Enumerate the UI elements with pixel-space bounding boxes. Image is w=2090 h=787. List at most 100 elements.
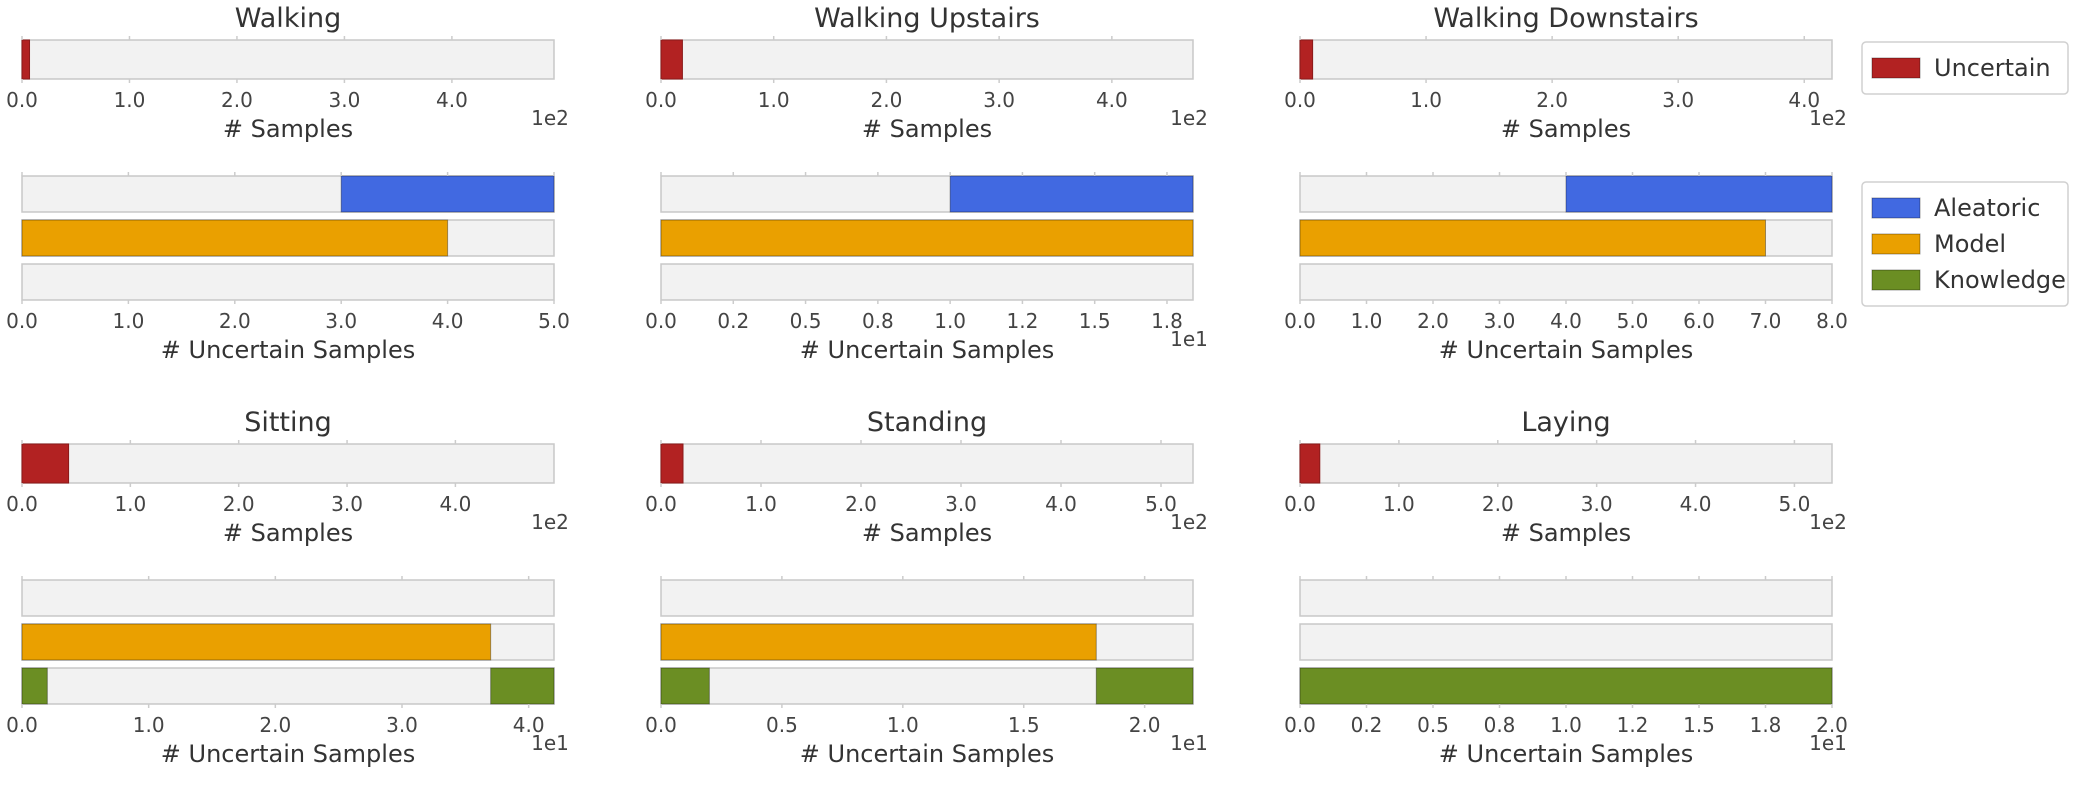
uncertain-tick-label: 3.0 xyxy=(325,309,357,333)
uncertain-scale-label-laying: 1e1 xyxy=(1809,731,1847,755)
uncertain-tick-label: 0.0 xyxy=(645,309,677,333)
uncertain-tick-label: 2.0 xyxy=(1816,713,1848,737)
samples-tick-label: 1.0 xyxy=(114,88,146,112)
samples-tick-label: 4.0 xyxy=(1680,492,1712,516)
samples-tick-label: 1.0 xyxy=(114,492,146,516)
uncertain-tick-label: 1.0 xyxy=(133,713,165,737)
uncertain-scale-label-standing: 1e1 xyxy=(1170,731,1208,755)
legend-label-knowledge: Knowledge xyxy=(1934,266,2066,294)
samples-tick-label: 1.0 xyxy=(758,88,790,112)
uncertain-tick-label: 0.2 xyxy=(1351,713,1383,737)
panel-title-walking: Walking xyxy=(235,3,341,34)
samples-tick-label: 2.0 xyxy=(845,492,877,516)
knowledge-bar-sitting-1 xyxy=(490,667,555,705)
samples-track-standing xyxy=(660,443,1194,484)
model-bar-walking-0 xyxy=(21,219,449,257)
uncertain-tick-label: 1.8 xyxy=(1151,309,1183,333)
samples-tick-label: 3.0 xyxy=(983,88,1015,112)
panel-walking-upstairs: Walking Upstairs 0.0 1.0 2.0 3.0 4.0 # Samples… xyxy=(645,3,1208,364)
uncertain-axis-label-walking: # Uncertain Samples xyxy=(161,336,415,364)
uncertain-bar-walking xyxy=(21,39,31,80)
samples-tick-label: 5.0 xyxy=(1779,492,1811,516)
knowledge-track-walking-upstairs xyxy=(660,263,1194,301)
uncertain-tick-label: 0.0 xyxy=(6,309,38,333)
uncertain-tick-label: 0.0 xyxy=(6,713,38,737)
uncertain-tick-label: 0.8 xyxy=(1484,713,1516,737)
knowledge-track-sitting xyxy=(21,667,555,705)
samples-tick-label: 3.0 xyxy=(329,88,361,112)
uncertain-scale-label-walking-upstairs: 1e1 xyxy=(1170,327,1208,351)
samples-tick-label: 2.0 xyxy=(223,492,255,516)
uncertain-tick-label: 7.0 xyxy=(1750,309,1782,333)
samples-tick-label: 3.0 xyxy=(945,492,977,516)
panel-title-standing: Standing xyxy=(867,407,987,438)
knowledge-bar-standing-0 xyxy=(660,667,710,705)
uncertain-tick-label: 1.5 xyxy=(1008,713,1040,737)
aleatoric-bar-walking-upstairs-0 xyxy=(949,175,1194,213)
uncertain-tick-label: 1.5 xyxy=(1079,309,1111,333)
uncertain-bar-walking-downstairs xyxy=(1299,39,1314,80)
panel-walking: Walking 0.0 1.0 2.0 3.0 4.0 # Samples 1e2 0.0 1.0… xyxy=(6,3,570,364)
samples-scale-label-walking-upstairs: 1e2 xyxy=(1170,106,1208,130)
uncertain-bar-sitting xyxy=(21,443,70,484)
aleatoric-track-laying xyxy=(1299,579,1833,617)
uncertain-tick-label: 1.0 xyxy=(887,713,919,737)
samples-axis-label-walking-upstairs: # Samples xyxy=(862,115,992,143)
model-bar-sitting-0 xyxy=(21,623,492,661)
samples-tick-label: 2.0 xyxy=(1482,492,1514,516)
model-bar-walking-downstairs-0 xyxy=(1299,219,1766,257)
uncertain-bar-laying xyxy=(1299,443,1321,484)
uncertain-tick-label: 2.0 xyxy=(259,713,291,737)
aleatoric-track-standing xyxy=(660,579,1194,617)
uncertain-tick-label: 1.0 xyxy=(112,309,144,333)
samples-scale-label-laying: 1e2 xyxy=(1809,510,1847,534)
uncertain-tick-label: 1.0 xyxy=(1351,309,1383,333)
uncertain-tick-label: 2.0 xyxy=(219,309,251,333)
samples-scale-label-walking: 1e2 xyxy=(531,106,569,130)
uncertain-tick-label: 3.0 xyxy=(386,713,418,737)
uncertain-tick-label: 2.0 xyxy=(1129,713,1161,737)
legend-uncertainty-types: Aleatoric Model Knowledge xyxy=(1861,181,2069,307)
samples-axis-label-laying: # Samples xyxy=(1501,519,1631,547)
panel-walking-downstairs: Walking Downstairs 0.0 1.0 2.0 3.0 4.0 # Sampl… xyxy=(1284,3,1848,364)
samples-track-walking-upstairs xyxy=(660,39,1194,80)
uncertain-tick-label: 1.8 xyxy=(1750,713,1782,737)
uncertain-bar-standing xyxy=(660,443,684,484)
samples-track-sitting xyxy=(21,443,555,484)
panel-standing: Standing 0.0 1.0 2.0 3.0 4.0 5.0 # Samples 1e2 0.… xyxy=(645,407,1208,768)
panel-title-walking-upstairs: Walking Upstairs xyxy=(814,3,1040,34)
samples-axis-label-walking-downstairs: # Samples xyxy=(1501,115,1631,143)
samples-tick-label: 0.0 xyxy=(645,88,677,112)
samples-axis-label-sitting: # Samples xyxy=(223,519,353,547)
knowledge-track-walking-downstairs xyxy=(1299,263,1833,301)
samples-scale-label-standing: 1e2 xyxy=(1170,510,1208,534)
uncertain-tick-label: 6.0 xyxy=(1683,309,1715,333)
uncertain-tick-label: 4.0 xyxy=(432,309,464,333)
uncertain-tick-label: 5.0 xyxy=(1617,309,1649,333)
samples-tick-label: 2.0 xyxy=(1536,88,1568,112)
samples-tick-label: 1.0 xyxy=(745,492,777,516)
panels-group: Walking 0.0 1.0 2.0 3.0 4.0 # Samples 1e2 0.0 1.0… xyxy=(6,3,1848,768)
samples-axis-label-walking: # Samples xyxy=(223,115,353,143)
samples-tick-label: 3.0 xyxy=(331,492,363,516)
samples-tick-label: 0.0 xyxy=(645,492,677,516)
uncertain-tick-label: 1.5 xyxy=(1683,713,1715,737)
legend-label-aleatoric: Aleatoric xyxy=(1934,194,2040,222)
uncertain-tick-label: 1.0 xyxy=(934,309,966,333)
uncertain-tick-label: 0.8 xyxy=(862,309,894,333)
uncertain-tick-label: 3.0 xyxy=(1484,309,1516,333)
panel-laying: Laying 0.0 1.0 2.0 3.0 4.0 5.0 # Samples 1e2 0.0 0… xyxy=(1284,407,1848,768)
samples-tick-label: 4.0 xyxy=(439,492,471,516)
samples-track-walking xyxy=(21,39,555,80)
samples-tick-label: 4.0 xyxy=(1045,492,1077,516)
samples-scale-label-sitting: 1e2 xyxy=(531,510,569,534)
samples-tick-label: 4.0 xyxy=(436,88,468,112)
uncertain-tick-label: 8.0 xyxy=(1816,309,1848,333)
uncertain-tick-label: 1.2 xyxy=(1617,713,1649,737)
samples-tick-label: 0.0 xyxy=(6,88,38,112)
uncertain-axis-label-laying: # Uncertain Samples xyxy=(1439,740,1693,768)
samples-track-walking-downstairs xyxy=(1299,39,1833,80)
panel-title-sitting: Sitting xyxy=(244,407,332,438)
uncertain-tick-label: 0.2 xyxy=(717,309,749,333)
uncertain-tick-label: 0.5 xyxy=(790,309,822,333)
